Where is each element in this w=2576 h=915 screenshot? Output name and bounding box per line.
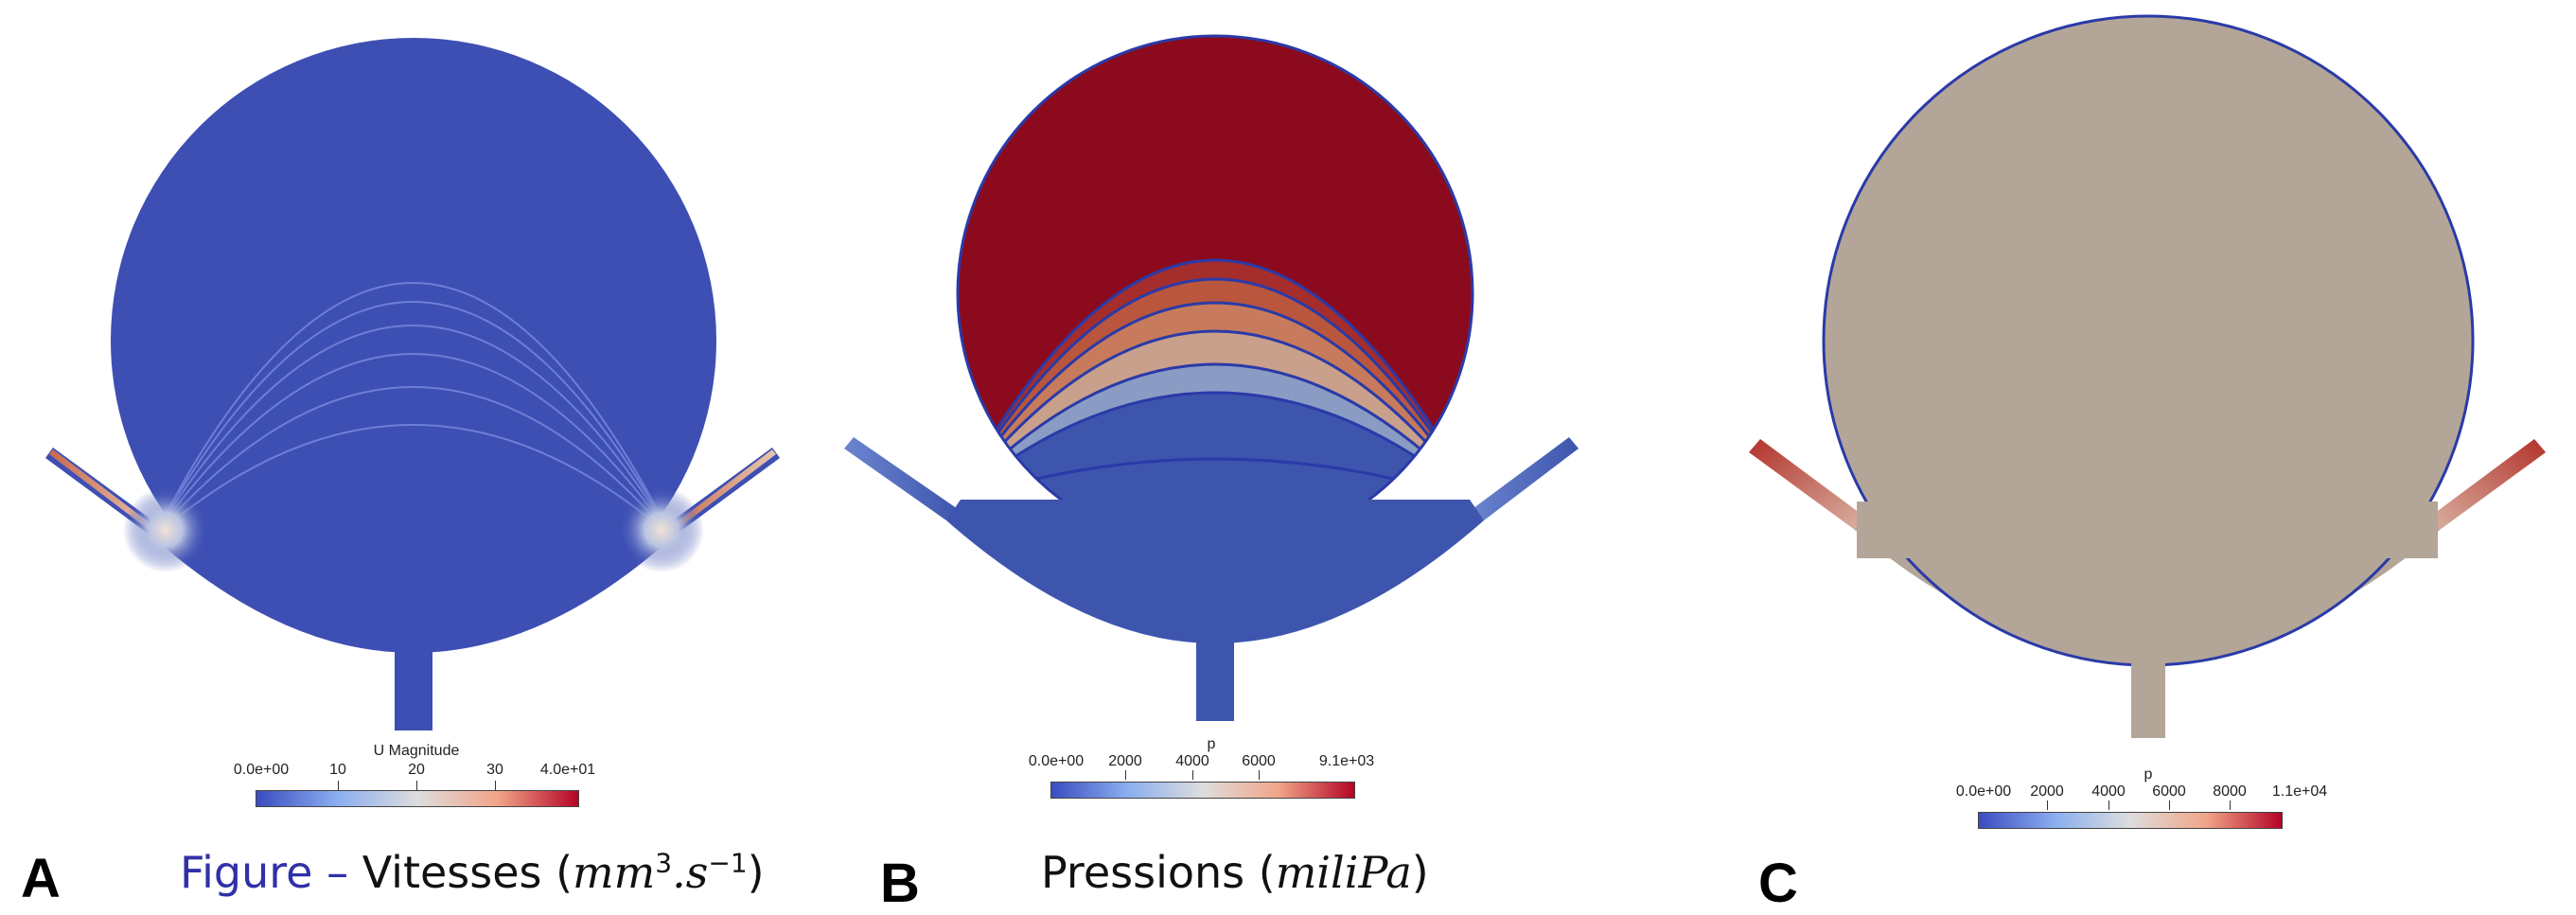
chamber-body: [111, 38, 716, 730]
colorbar-gradient: [1978, 812, 2283, 829]
chamber-body: [946, 34, 1484, 721]
inlet-tube-left: [1749, 439, 1867, 530]
unit-mid: .s: [672, 847, 709, 898]
panel-c: p 0.0e+00 2000 4000 6000 8000 1.1e+04 C: [1618, 0, 2576, 914]
colorbar-tick-label: 10: [329, 762, 346, 778]
panel-letter-a: A: [21, 848, 61, 909]
colorbar-tick-label: 6000: [2152, 783, 2186, 800]
caption-close: ): [1411, 847, 1429, 898]
colorbar-pressure-c: p 0.0e+00 2000 4000 6000 8000 1.1e+04: [1950, 766, 2347, 833]
colorbar-tick-label: 4.0e+01: [539, 762, 596, 778]
colorbar-title: p: [2144, 766, 2153, 783]
colorbar-tick-label: 4000: [1175, 753, 1209, 769]
colorbar-tick-label: 20: [408, 762, 425, 778]
panel-letter-c: C: [1758, 853, 1798, 914]
pressure-field-plot: [844, 34, 1579, 721]
unit-base: mm: [573, 847, 656, 898]
colorbar-gradient: [1050, 782, 1355, 799]
colorbar-tick-label: 8000: [2213, 783, 2247, 800]
caption-text: Vitesses (: [362, 847, 573, 898]
panel-b: p 0.0e+00 2000 4000 6000 9.1e+03 B Press…: [833, 0, 1618, 914]
inlet-tube-right: [1470, 437, 1579, 520]
caption-close: ): [747, 847, 765, 898]
colorbar-tick-label: 2000: [2030, 783, 2064, 800]
colorbar-pressure: p 0.0e+00 2000 4000 6000 9.1e+03: [1022, 736, 1401, 802]
pressure-neutral-plot: [1749, 14, 2546, 738]
unit: miliPa: [1275, 847, 1412, 898]
colorbar-tick-label: 1.1e+04: [2271, 783, 2328, 800]
caption-text: Pressions (: [1041, 847, 1276, 898]
unit-exp1: 3: [655, 847, 673, 879]
inlet-tube-right: [2427, 439, 2546, 530]
panel-a: U Magnitude 0.0e+00 10 20 30 4.0e+01 A F…: [0, 0, 833, 909]
inlet-tube-left: [844, 437, 961, 520]
colorbar-tick-label: 0.0e+00: [233, 762, 290, 778]
colorbar-velocity: U Magnitude 0.0e+00 10 20 30 4.0e+01: [227, 743, 606, 809]
colorbar-tick-label: 4000: [2091, 783, 2126, 800]
colorbar-tick-label: 0.0e+00: [1955, 783, 2012, 800]
colorbar-tick-label: 0.0e+00: [1028, 753, 1085, 769]
panel-letter-b: B: [880, 853, 920, 914]
colorbar-tick-label: 30: [486, 762, 503, 778]
colorbar-gradient: [256, 790, 579, 807]
colorbar-title: U Magnitude: [373, 743, 460, 759]
velocity-field-plot: [45, 38, 780, 730]
figure-label: Figure –: [180, 847, 349, 898]
chamber-body: [1822, 14, 2475, 738]
caption-velocity: Figure – Vitesses (mm3.s−1): [180, 847, 765, 898]
caption-pressure: Pressions (miliPa): [1041, 847, 1429, 898]
colorbar-tick-label: 2000: [1108, 753, 1142, 769]
colorbar-title: p: [1207, 736, 1216, 752]
unit-exp2: −1: [708, 847, 748, 879]
colorbar-tick-label: 9.1e+03: [1318, 753, 1375, 769]
colorbar-tick-label: 6000: [1242, 753, 1276, 769]
